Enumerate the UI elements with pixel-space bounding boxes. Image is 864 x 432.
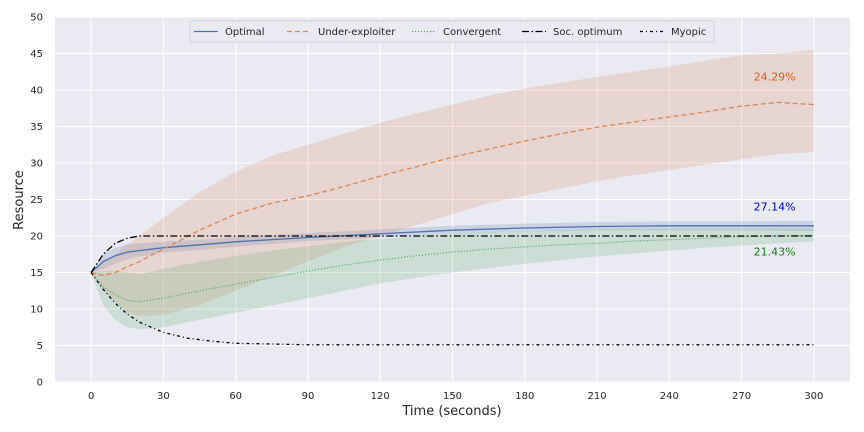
- y-tick-label: 20: [30, 232, 43, 243]
- y-tick-label: 30: [30, 159, 43, 170]
- y-tick-label: 0: [37, 378, 43, 389]
- series-line-under-exploiter: [90, 101, 814, 277]
- x-tick-label: 240: [660, 391, 679, 402]
- x-tick-label: 90: [302, 391, 315, 402]
- annotation-label: 24.29%: [754, 71, 796, 84]
- annotation-label: 21.43%: [754, 246, 796, 259]
- legend-label-myopic: Myopic: [671, 27, 706, 38]
- x-tick-labels: 0 30 60 90 120 150 180 210 240 270 300: [88, 391, 823, 402]
- y-tick-label: 50: [30, 13, 43, 24]
- legend-label-under-exploiter: Under-exploiter: [318, 27, 396, 38]
- x-tick-label: 270: [732, 391, 751, 402]
- series-line-myopic: [90, 272, 814, 346]
- x-tick-label: 60: [229, 391, 242, 402]
- x-tick-label: 210: [587, 391, 606, 402]
- series-line-optimal: [90, 225, 814, 273]
- x-tick-label: 120: [371, 391, 390, 402]
- y-tick-label: 35: [30, 122, 43, 133]
- y-tick-label: 45: [30, 49, 43, 60]
- legend-box: [189, 20, 715, 43]
- y-tick-label: 10: [30, 305, 43, 316]
- x-axis-title: Time (seconds): [401, 404, 501, 419]
- y-tick-label: 25: [30, 195, 43, 206]
- legend-label-convergent: Convergent: [443, 27, 501, 38]
- band-convergent: [91, 228, 814, 330]
- y-tick-label: 5: [37, 341, 43, 352]
- x-tick-label: 0: [88, 391, 94, 402]
- band-under-exploiter: [91, 49, 814, 317]
- annotation-label: 27.14%: [754, 200, 796, 213]
- y-axis-title: Resource: [12, 170, 27, 230]
- y-tick-labels: 0 5 10 15 20 25 30 35 40 45 50: [30, 13, 43, 389]
- x-tick-label: 30: [157, 391, 170, 402]
- series-line-convergent: [90, 234, 814, 303]
- annotations: 24.29% 27.14% 21.43%: [754, 71, 796, 259]
- legend: Optimal Under-exploiter Convergent Soc. opt…: [189, 20, 715, 43]
- y-tick-label: 15: [30, 268, 43, 279]
- x-tick-label: 180: [515, 391, 534, 402]
- grid-lines: [55, 16, 850, 383]
- series-lines: [90, 101, 814, 346]
- y-tick-label: 40: [30, 86, 43, 97]
- x-tick-label: 150: [443, 391, 462, 402]
- legend-label-optimal: Optimal: [225, 27, 265, 38]
- legend-label-soc-optimum: Soc. optimum: [553, 27, 622, 38]
- series-line-soc-optimum: [90, 235, 814, 273]
- x-tick-label: 300: [804, 391, 823, 402]
